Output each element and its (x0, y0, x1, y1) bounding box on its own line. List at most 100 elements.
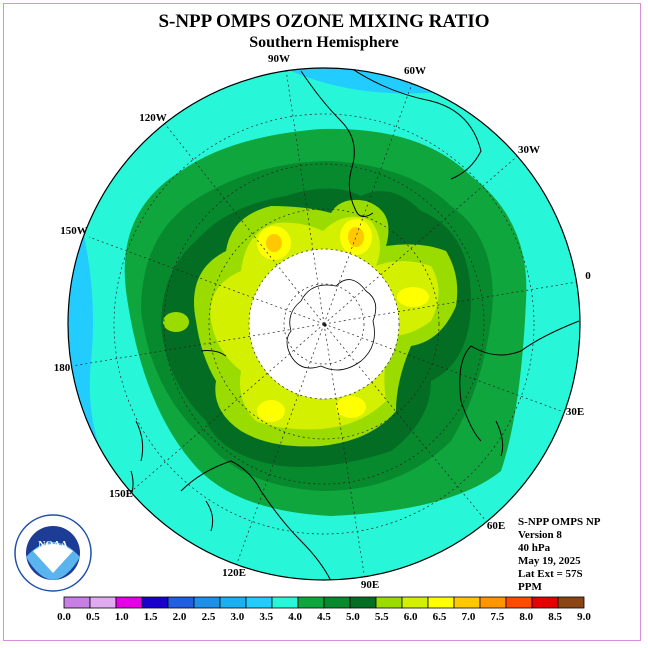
pacific-islands (200, 350, 227, 357)
lon-label-30e: 30E (566, 406, 584, 418)
lat-circle-70 (248, 248, 400, 400)
colorbar-swatch (297, 596, 325, 609)
contour-max-6.5-c (257, 400, 285, 422)
map-title: S-NPP OMPS OZONE MIXING RATIO (158, 11, 489, 32)
colorbar-swatch (375, 596, 403, 609)
meridian-30e (323, 323, 562, 412)
colorbar-swatch (531, 596, 559, 609)
australia-coast (180, 460, 332, 580)
colorbar-tick-label: 0.0 (57, 611, 71, 623)
lon-label-180: 180 (54, 362, 71, 374)
info-line-2: Version 8 (518, 529, 562, 541)
colorbar-tick-label: 8.5 (548, 611, 562, 623)
meridian-60w (323, 80, 414, 325)
meridian-150e (125, 323, 325, 497)
lon-label-90e: 90E (361, 579, 379, 591)
colorbar-tick-label: 3.5 (259, 611, 273, 623)
colorbar-swatch (323, 596, 351, 609)
lat-circle-60 (208, 208, 440, 440)
africa-coast (459, 320, 580, 442)
colorbar-swatch (89, 596, 117, 609)
colorbar-tick-label: 3.0 (230, 611, 244, 623)
colorbar-tick-label: 0.5 (86, 611, 100, 623)
colorbar-tick-label: 5.0 (346, 611, 360, 623)
colorbar-swatch (141, 596, 169, 609)
lon-label-90w: 90W (268, 53, 290, 65)
info-line-5: Lat Ext = 57S (518, 568, 583, 580)
meridian-180 (68, 323, 325, 368)
south-america-east-coast (340, 68, 482, 180)
colorbar-swatch (453, 596, 481, 609)
meridian-150w (88, 236, 325, 325)
contour-max-7.0-a (266, 234, 282, 252)
lon-label-120w: 120W (139, 112, 167, 124)
lon-label-0: 0 (585, 270, 591, 282)
figure-frame: S-NPP OMPS OZONE MIXING RATIO Southern H… (3, 3, 641, 641)
meridian-120w (160, 118, 325, 325)
map-subtitle: Southern Hemisphere (249, 34, 398, 51)
colorbar-tick-label: 1.5 (144, 611, 158, 623)
colorbar-swatch (167, 596, 195, 609)
ozone-field (68, 68, 580, 580)
colorbar-tick-label: 6.5 (433, 611, 447, 623)
info-line-4: May 19, 2025 (518, 555, 581, 567)
lat-circle-40 (113, 113, 535, 535)
contour-max-7.0-b (348, 227, 364, 247)
antarctica-coast (286, 279, 377, 371)
lon-label-120e: 120E (222, 567, 246, 579)
colorbar-swatch (245, 596, 273, 609)
colorbar-swatch (505, 596, 533, 609)
colorbar-swatch (219, 596, 247, 609)
globe-outline (67, 67, 581, 581)
colorbar-tick-label: 4.5 (317, 611, 331, 623)
info-line-1: S-NPP OMPS NP (518, 516, 601, 528)
lat-circle-50 (163, 163, 485, 485)
colorbar-swatch (271, 596, 299, 609)
lat-circle-80 (283, 283, 365, 365)
lon-label-150w: 150W (60, 225, 88, 237)
colorbar-swatch (557, 596, 585, 609)
info-line-3: 40 hPa (518, 542, 551, 554)
south-america-coast (300, 70, 374, 217)
lon-label-30w: 30W (518, 144, 540, 156)
graticule (68, 68, 580, 580)
lon-label-60e: 60E (487, 520, 505, 532)
madagascar (495, 420, 504, 457)
colorbar-swatch (115, 596, 143, 609)
meridian-90w (284, 68, 325, 325)
meridian-0 (323, 280, 580, 325)
colorbar-swatch (63, 596, 91, 609)
colorbar-tick-label: 6.0 (404, 611, 418, 623)
colorbar-tick-label: 2.5 (202, 611, 216, 623)
logo-bird (33, 544, 73, 573)
colorbar-tick-label: 5.5 (375, 611, 389, 623)
info-line-6: PPM (518, 581, 542, 593)
logo-text: NOAA (38, 540, 68, 551)
ozone-map: S-NPP OMPS OZONE MIXING RATIO Southern H… (14, 11, 601, 623)
lon-label-150e: 150E (109, 488, 133, 500)
contour-max-6.5-e (397, 287, 429, 307)
tasmania (205, 500, 214, 532)
colorbar: 0.0 0.5 1.0 1.5 2.0 2.5 3.0 3.5 4.0 4.5 5.0 5.5 6.0 6… (57, 596, 591, 623)
colorbar-tick-label: 1.0 (115, 611, 129, 623)
colorbar-swatch (479, 596, 507, 609)
coastlines (128, 68, 580, 580)
colorbar-tick-label: 2.0 (173, 611, 187, 623)
contour-max-6.5-d (336, 396, 366, 418)
colorbar-swatch (193, 596, 221, 609)
meridian-90e (323, 323, 367, 580)
colorbar-swatch (401, 596, 429, 609)
colorbar-swatch (349, 596, 377, 609)
noaa-logo: NOAA (14, 514, 92, 592)
colorbar-tick-label: 4.0 (288, 611, 302, 623)
longitude-labels: 90W 60W 30W 120W 150W 0 180 30E 60E 90E … (54, 53, 592, 591)
contour-patch-5.5 (163, 312, 189, 332)
colorbar-tick-label: 8.0 (519, 611, 533, 623)
colorbar-swatch (427, 596, 455, 609)
meridian-30w (323, 152, 522, 325)
colorbar-tick-label: 7.5 (490, 611, 504, 623)
lon-label-60w: 60W (404, 65, 426, 77)
info-block: S-NPP OMPS NP Version 8 40 hPa May 19, 2… (518, 516, 601, 593)
colorbar-tick-label: 7.0 (462, 611, 476, 623)
colorbar-tick-label: 9.0 (577, 611, 591, 623)
